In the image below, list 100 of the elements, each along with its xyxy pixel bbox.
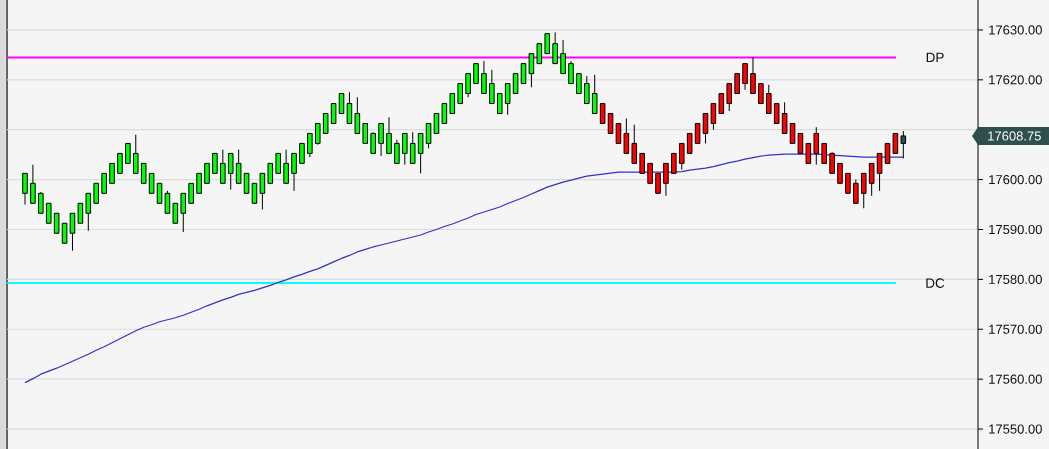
candlestick xyxy=(860,172,867,209)
candlestick xyxy=(742,63,748,91)
candlestick xyxy=(370,131,376,154)
candlestick xyxy=(496,93,503,114)
candlestick xyxy=(394,139,400,164)
candlestick xyxy=(655,172,661,194)
candlestick xyxy=(718,93,725,114)
candlestick xyxy=(180,192,187,233)
y-tick-label: 17560.00 xyxy=(989,374,1042,384)
candlestick xyxy=(291,152,297,192)
candlestick xyxy=(109,162,115,184)
y-tick-label: 17570.00 xyxy=(989,324,1042,334)
candlestick xyxy=(53,212,60,234)
y-tick-label: 17580.00 xyxy=(989,274,1042,284)
candlestick xyxy=(868,162,875,197)
candlestick xyxy=(591,74,598,114)
candlestick xyxy=(93,182,100,204)
candlestick xyxy=(734,73,740,95)
candlestick xyxy=(148,172,155,194)
candlestick xyxy=(38,191,44,214)
candlestick xyxy=(789,122,796,144)
candlestick xyxy=(544,33,551,55)
candlestick xyxy=(607,113,614,134)
candlestick xyxy=(259,172,266,211)
y-tick-label: 17620.00 xyxy=(989,75,1042,85)
candlestick xyxy=(45,202,52,224)
candlestick xyxy=(125,142,131,164)
candlestick xyxy=(512,73,519,95)
candlestick xyxy=(235,149,242,184)
candlestick xyxy=(758,83,764,105)
candlestick xyxy=(465,73,471,98)
candlestick xyxy=(781,101,788,134)
candlestick xyxy=(299,142,305,164)
candlestick xyxy=(568,60,574,85)
candlestick xyxy=(884,142,891,164)
candlestick xyxy=(227,152,234,191)
candlestick xyxy=(623,117,630,154)
candlestick xyxy=(204,162,210,184)
candlestick xyxy=(220,149,226,184)
candlestick xyxy=(631,124,638,164)
candlestick xyxy=(671,152,677,174)
candlestick xyxy=(425,122,432,149)
candlestick xyxy=(417,132,424,174)
candlestick xyxy=(686,132,693,154)
candlestick xyxy=(30,164,36,204)
candlestick xyxy=(552,31,558,65)
candlestick xyxy=(402,132,408,166)
candlestick xyxy=(813,126,820,166)
candlestick xyxy=(196,172,202,194)
candlestick xyxy=(663,162,669,197)
candlestick xyxy=(283,149,289,184)
candlestick xyxy=(77,202,84,224)
candlestick xyxy=(457,83,463,105)
candlestick xyxy=(212,152,218,174)
candlestick xyxy=(560,39,566,75)
candlestick xyxy=(132,134,139,174)
y-tick-label: 17550.00 xyxy=(989,424,1042,434)
candlestick xyxy=(576,73,582,95)
candlestick xyxy=(520,63,527,85)
candlestick xyxy=(473,63,479,85)
candlestick xyxy=(845,172,851,194)
candlestick xyxy=(156,182,163,204)
candlestick xyxy=(599,103,606,124)
candlestick xyxy=(101,172,107,194)
candlestick xyxy=(900,130,907,159)
candlestick xyxy=(702,113,709,144)
candlestick xyxy=(584,75,590,105)
candlestick xyxy=(773,103,780,124)
text: 17608.75 xyxy=(988,131,1041,141)
candlestick xyxy=(61,222,68,244)
candlestick xyxy=(378,122,384,157)
candlestick xyxy=(481,60,487,95)
candlestick xyxy=(172,202,179,224)
candlestick xyxy=(528,53,535,88)
candlestick xyxy=(117,152,123,174)
candlestick xyxy=(678,142,685,171)
candlestick xyxy=(251,182,258,204)
candlestick xyxy=(243,172,250,194)
candlestick xyxy=(639,152,645,174)
candlestick xyxy=(322,113,329,134)
candlestick xyxy=(188,182,194,204)
candlestick xyxy=(710,103,717,131)
candlestick xyxy=(821,142,827,164)
y-tick-label: 17590.00 xyxy=(989,224,1042,235)
ref-line-label: DC xyxy=(926,278,945,288)
y-tick-label: 17630.00 xyxy=(989,25,1042,35)
candlestick xyxy=(647,162,653,184)
y-tick-label: 17600.00 xyxy=(989,175,1042,185)
candlestick xyxy=(536,43,543,65)
candlestick xyxy=(892,132,899,154)
candlestick xyxy=(346,91,353,124)
candlestick xyxy=(362,122,369,144)
ref-line-label: DP xyxy=(926,52,944,63)
candlestick xyxy=(750,56,756,95)
candlestick xyxy=(386,116,392,154)
candlestick xyxy=(409,131,416,164)
candlestick xyxy=(805,142,812,164)
candlestick xyxy=(837,162,843,184)
candlestick xyxy=(22,172,28,206)
candlestick xyxy=(275,152,281,174)
